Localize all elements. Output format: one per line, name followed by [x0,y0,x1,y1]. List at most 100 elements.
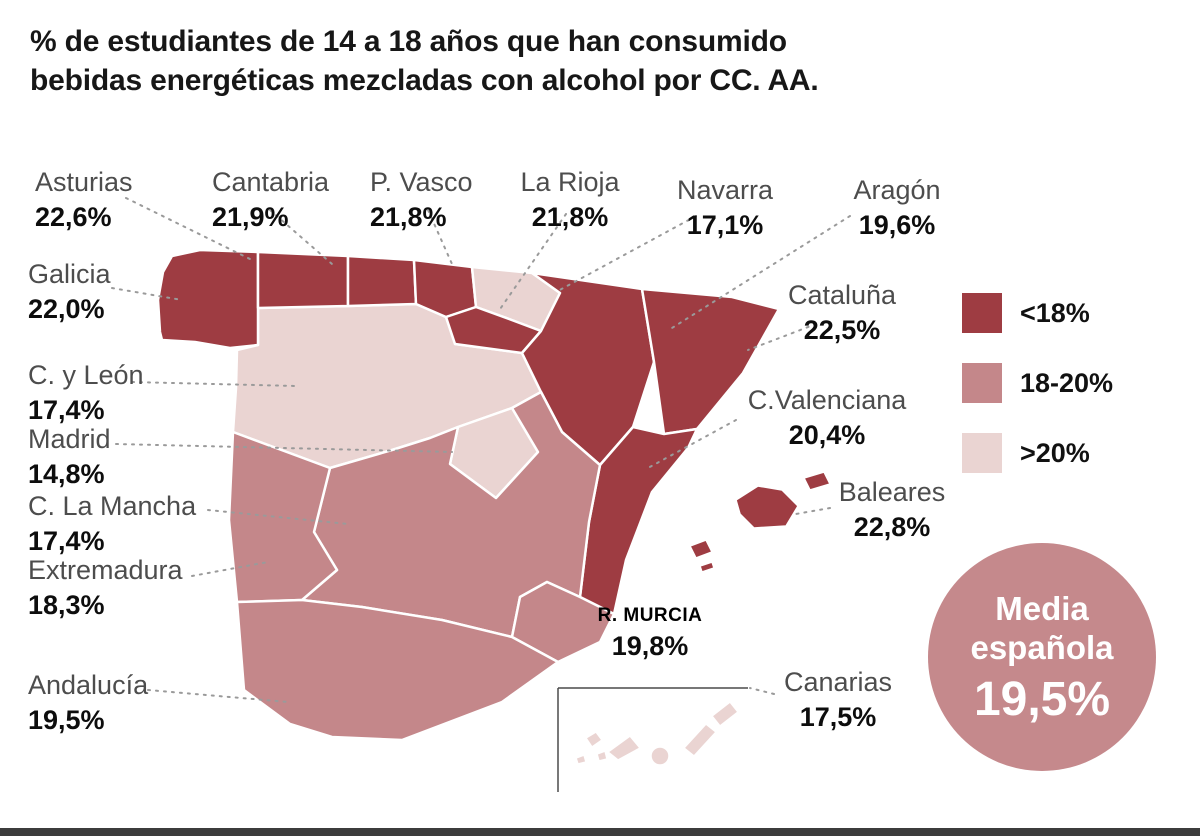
bottom-edge-bar [0,828,1200,836]
callout-la-rioja: La Rioja 21,8% [505,167,635,232]
legend-swatch-dark [962,293,1002,333]
callout-canarias: Canarias 17,5% [768,667,908,732]
region-cantabria [346,254,418,308]
region-canarias-la-palma [585,731,603,748]
leader-line-extremadura [191,561,269,577]
leader-line-pais-vasco [427,209,453,265]
callout-aragon: Aragón 19,6% [832,175,962,240]
average-value: 19,5% [973,672,1111,726]
region-baleares-mallorca [735,485,799,529]
region-label: R. MURCIA [597,605,703,626]
legend-swatch-light [962,433,1002,473]
legend-label: >20% [1020,437,1090,468]
region-value: 20,4% [788,419,866,450]
callout-cataluna: Cataluña 22,5% [772,280,912,345]
callout-extremadura: Extremadura 18,3% [28,555,183,620]
title-line-2: bebidas energéticas mezcladas con alcoho… [30,64,819,97]
region-value: 17,4% [28,394,105,425]
leader-line-navarra [555,215,697,293]
region-galicia [156,248,260,350]
legend-swatch-medium [962,363,1002,403]
region-value: 21,8% [531,201,609,232]
average-label-line-1: Media [995,590,1089,628]
callout-baleares: Baleares 22,8% [822,477,962,542]
legend-item-18-20: 18-20% [962,363,1113,403]
region-label: Andalucía [28,670,149,700]
region-label: Navarra [676,175,774,205]
region-label: C. y León [28,360,144,390]
region-canarias-tenerife [607,735,641,761]
region-canarias-gran-canaria [650,746,670,766]
legend: <18% 18-20% >20% [962,293,1113,503]
region-value: 21,8% [370,201,447,232]
region-extremadura [227,430,339,604]
leader-lines [111,197,851,703]
region-baleares-formentera [699,561,715,573]
region-label: Canarias [783,667,893,697]
leader-line-castilla-la-mancha [207,509,349,525]
region-label: Asturias [35,167,133,197]
region-label: Cataluña [787,280,897,310]
national-average-badge: Media española 19,5% [928,543,1156,771]
legend-label: 18-20% [1020,367,1114,398]
legend-item-over-20: >20% [962,433,1113,473]
region-andalucia [235,598,560,742]
callout-cantabria: Cantabria 21,9% [212,167,330,232]
callout-galicia: Galicia 22,0% [28,259,111,324]
title-line-1: % de estudiantes de 14 a 18 años que han… [30,25,787,58]
region-baleares-menorca [803,471,831,491]
callout-murcia: R. MURCIA 19,8% [570,605,730,662]
region-label: C.Valenciana [747,385,907,415]
region-canarias-lanzarote [711,701,739,727]
leader-line-cantabria [269,209,333,265]
callout-c-valenciana: C.Valenciana 20,4% [732,385,922,450]
region-pais-vasco [412,258,478,319]
region-value: 17,1% [686,209,764,240]
average-label-line-2: española [970,629,1114,666]
callout-asturias: Asturias 22,6% [35,167,133,232]
region-asturias [256,250,350,310]
region-label: La Rioja [520,167,620,197]
leader-line-c-valenciana [647,419,737,469]
region-value: 22,6% [35,201,112,232]
region-value: 17,4% [28,525,105,556]
region-label: Cantabria [212,167,330,197]
region-value: 22,8% [853,511,931,542]
leader-line-baleares [795,507,831,515]
region-value: 21,9% [212,201,289,232]
region-label: Galicia [28,259,111,289]
legend-label: <18% [1020,297,1090,328]
region-canarias-el-hierro [575,754,587,765]
callout-andalucia: Andalucía 19,5% [28,670,149,735]
region-value: 19,8% [611,630,689,661]
region-value: 19,5% [28,704,105,735]
region-value: 14,8% [28,458,105,489]
region-canarias-fuerteventura [683,723,717,757]
region-label: Madrid [28,424,111,454]
legend-item-under-18: <18% [962,293,1113,333]
region-cataluna [640,287,781,436]
leader-line-castilla-y-leon [131,381,297,387]
region-label: P. Vasco [370,167,473,197]
region-label: Aragón [853,175,941,205]
region-value: 17,5% [799,701,877,732]
page-title: % de estudiantes de 14 a 18 años que han… [30,22,819,100]
leader-line-aragon [671,215,851,329]
callout-madrid: Madrid 14,8% [28,424,111,489]
callout-navarra: Navarra 17,1% [660,175,790,240]
callout-castilla-y-leon: C. y León 17,4% [28,360,144,425]
region-label: C. La Mancha [28,491,197,521]
leader-line-madrid [115,443,453,453]
callout-castilla-la-mancha: C. La Mancha 17,4% [28,491,197,556]
region-label: Extremadura [28,555,183,585]
callout-pais-vasco: P. Vasco 21,8% [370,167,473,232]
region-value: 22,5% [803,314,881,345]
region-label: Baleares [838,477,946,507]
leader-line-asturias [125,197,253,261]
region-baleares-ibiza [689,539,713,559]
region-value: 19,6% [858,209,936,240]
leader-line-andalucia [147,689,289,703]
region-value: 22,0% [28,293,105,324]
